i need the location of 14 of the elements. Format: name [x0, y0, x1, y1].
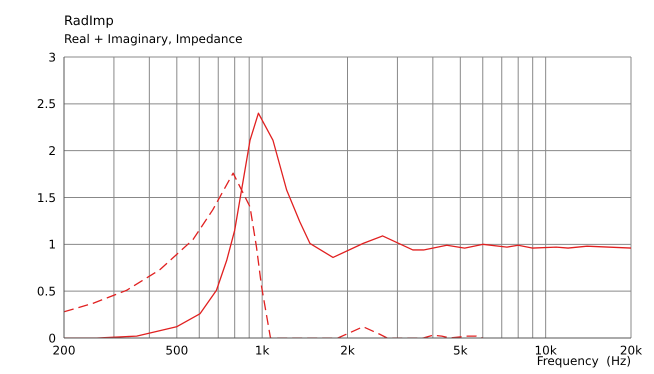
x-tick-label: 5k: [453, 344, 468, 358]
x-tick-label: 200: [52, 344, 76, 358]
y-tick-label: 2.5: [36, 97, 56, 112]
y-tick-label: 0: [48, 331, 56, 346]
y-tick-label: 2: [48, 144, 56, 158]
y-tick-label: 0.5: [36, 284, 56, 298]
x-tick-label: 500: [165, 344, 188, 358]
y-tick-label: 1: [48, 238, 56, 252]
x-tick-label: 2k: [340, 344, 355, 358]
x-tick-label: 1k: [254, 344, 270, 358]
y-tick-label: 3: [48, 50, 56, 64]
chart-title: RadImp: [64, 14, 114, 29]
chart-subtitle: Real + Imaginary, Impedance: [64, 32, 242, 46]
y-tick-label: 1.5: [36, 190, 56, 205]
